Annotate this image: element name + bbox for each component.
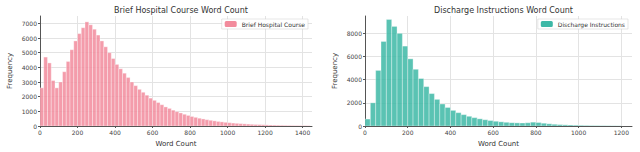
svg-text:Discharge Instructions: Discharge Instructions (558, 21, 625, 29)
svg-text:0: 0 (38, 129, 42, 136)
svg-text:Word Count: Word Count (478, 140, 519, 148)
svg-text:1200: 1200 (257, 129, 272, 136)
svg-text:1200: 1200 (614, 129, 629, 136)
svg-text:Frequency: Frequency (6, 53, 14, 89)
svg-text:0: 0 (33, 123, 37, 130)
svg-text:600: 600 (487, 129, 499, 136)
svg-text:Word Count: Word Count (155, 140, 196, 148)
svg-text:200: 200 (402, 129, 414, 136)
svg-text:5000: 5000 (22, 49, 37, 56)
svg-text:Brief Hospital Course: Brief Hospital Course (242, 21, 306, 29)
svg-text:1000: 1000 (22, 108, 37, 115)
svg-text:3000: 3000 (22, 79, 37, 86)
svg-text:4000: 4000 (347, 76, 362, 83)
svg-text:200: 200 (72, 129, 84, 136)
svg-text:0: 0 (358, 123, 362, 130)
svg-text:2000: 2000 (347, 99, 362, 106)
svg-text:1000: 1000 (220, 129, 235, 136)
svg-text:400: 400 (109, 129, 121, 136)
svg-text:1000: 1000 (571, 129, 586, 136)
svg-text:1400: 1400 (295, 129, 310, 136)
svg-text:Brief Hospital Course Word Cou: Brief Hospital Course Word Count (114, 6, 248, 15)
svg-text:0: 0 (363, 129, 367, 136)
svg-text:6000: 6000 (347, 53, 362, 60)
svg-text:400: 400 (445, 129, 457, 136)
svg-text:600: 600 (147, 129, 159, 136)
svg-text:2000: 2000 (22, 93, 37, 100)
svg-text:7000: 7000 (22, 20, 37, 27)
svg-text:8000: 8000 (347, 30, 362, 37)
svg-text:Discharge Instructions Word Co: Discharge Instructions Word Count (434, 6, 573, 15)
svg-text:Frequency: Frequency (331, 53, 339, 89)
svg-text:800: 800 (530, 129, 542, 136)
svg-text:6000: 6000 (22, 35, 37, 42)
svg-text:800: 800 (184, 129, 196, 136)
svg-text:4000: 4000 (22, 64, 37, 71)
